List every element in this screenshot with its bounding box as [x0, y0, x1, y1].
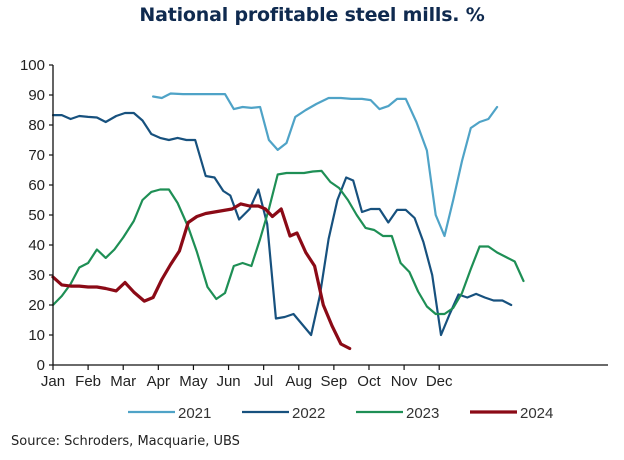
- series-line-2022: [51, 111, 513, 337]
- x-tick-label: Jul: [254, 373, 273, 390]
- legend-item-2021: 2021: [128, 405, 211, 422]
- series-line-2021: [152, 92, 499, 238]
- y-tick-label: 60: [28, 177, 45, 194]
- legend-label: 2021: [178, 405, 211, 422]
- legend-label: 2023: [406, 405, 439, 422]
- y-tick-label: 30: [28, 267, 45, 284]
- legend-item-2024: 2024: [470, 405, 553, 422]
- y-tick-label: 20: [28, 297, 45, 314]
- y-tick-label: 50: [28, 207, 45, 224]
- series-line-2023: [51, 169, 525, 316]
- x-tick-label: Nov: [391, 373, 418, 390]
- source-note: Source: Schroders, Macquarie, UBS: [11, 434, 240, 449]
- legend-item-2023: 2023: [356, 405, 439, 422]
- legend-item-2022: 2022: [242, 405, 325, 422]
- y-tick-label: 0: [37, 357, 45, 374]
- x-tick-label: Feb: [75, 373, 101, 390]
- y-tick-label: 70: [28, 147, 45, 164]
- y-tick-label: 80: [28, 117, 45, 134]
- x-tick-label: Jan: [41, 373, 65, 390]
- axes-layer: 0 10 20 30 40 50 60 70 80 90 100 Jan Feb Mar Apr May Jun…: [20, 57, 608, 390]
- legend-label: 2024: [520, 405, 553, 422]
- y-tick-label: 10: [28, 327, 45, 344]
- y-tick-label: 90: [28, 87, 45, 104]
- series-line-2024: [51, 202, 352, 351]
- chart-title: National profitable steel mills. %: [139, 4, 485, 26]
- x-tick-label: Jun: [216, 373, 240, 390]
- x-tick-label: Aug: [285, 373, 312, 390]
- x-tick-label: Oct: [357, 373, 381, 390]
- y-tick-label: 40: [28, 237, 45, 254]
- y-tick-label: 100: [20, 57, 45, 74]
- x-tick-label: Mar: [110, 373, 136, 390]
- x-tick-label: May: [179, 373, 208, 390]
- legend: 2021 2022 2023 2024: [128, 405, 553, 422]
- x-tick-label: Sep: [321, 373, 348, 390]
- legend-label: 2022: [292, 405, 325, 422]
- x-tick-label: Dec: [426, 373, 453, 390]
- series-layer: [51, 92, 525, 351]
- x-tick-label: Apr: [147, 373, 170, 390]
